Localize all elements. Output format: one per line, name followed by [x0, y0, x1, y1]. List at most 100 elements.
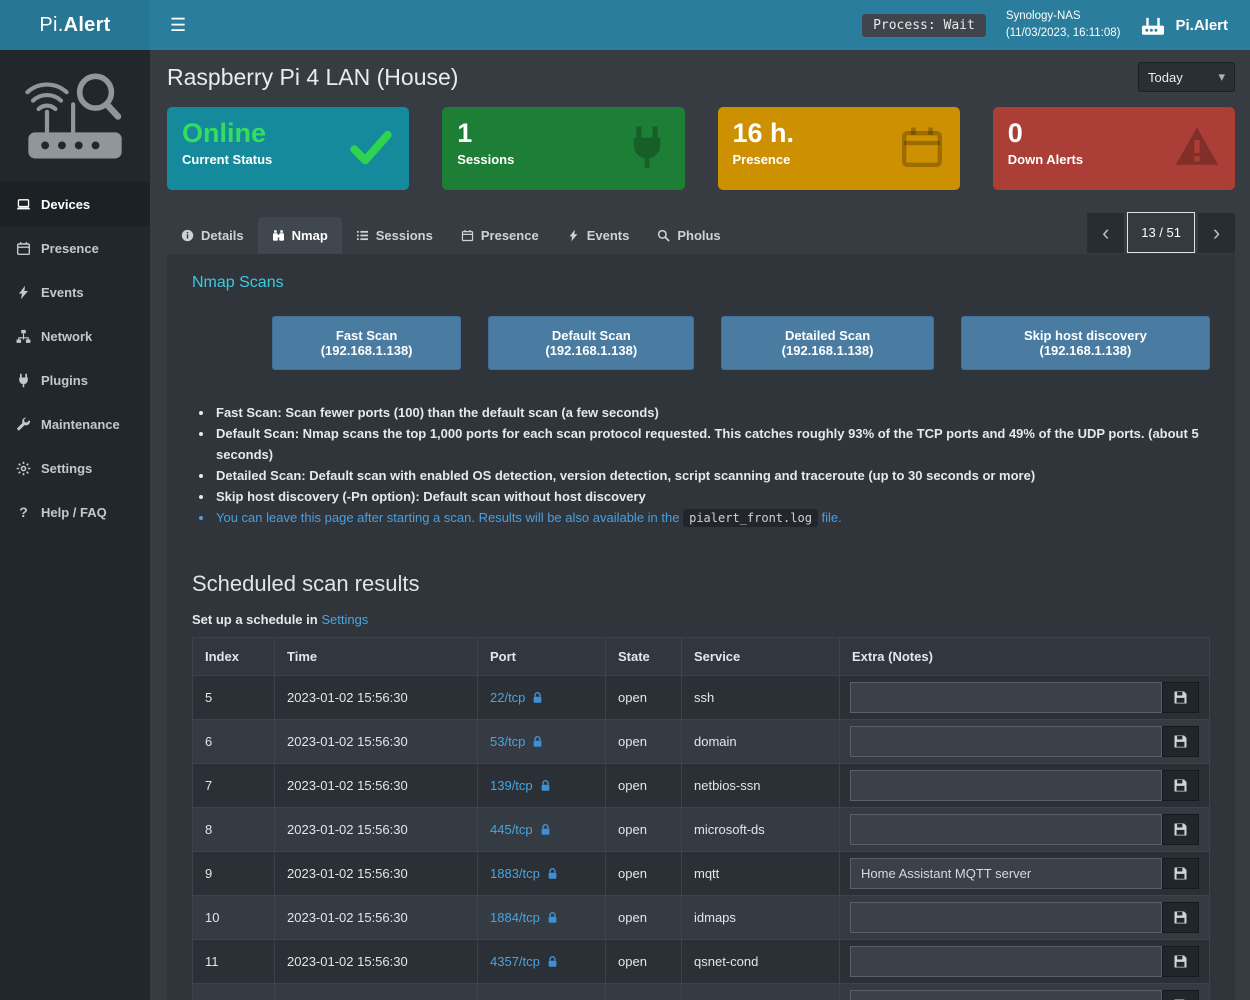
- tab-label: Pholus: [677, 228, 721, 243]
- current-status-card: Online Current Status: [167, 107, 410, 190]
- save-note-button[interactable]: [1162, 681, 1199, 713]
- default-scan-button[interactable]: Default Scan (192.168.1.138): [488, 316, 695, 370]
- port-link[interactable]: 53/tcp: [490, 733, 526, 749]
- cell-service: ssh: [681, 674, 840, 720]
- note-input[interactable]: [850, 725, 1162, 757]
- note-input[interactable]: [850, 769, 1162, 801]
- detailed-scan-button[interactable]: Detailed Scan (192.168.1.138): [721, 316, 934, 370]
- pialert-logo-icon: [1140, 12, 1166, 38]
- sidebar-item-label: Help / FAQ: [41, 504, 107, 520]
- cell-index: 8: [192, 806, 275, 852]
- note-input[interactable]: [850, 989, 1162, 1000]
- plug-icon: [624, 124, 670, 170]
- cell-index: 11: [192, 938, 275, 984]
- save-note-button[interactable]: [1162, 769, 1199, 801]
- sidebar-item-label: Maintenance: [41, 416, 120, 432]
- table-header-row: Index Time Port State Service Extra (Not…: [192, 636, 1210, 676]
- save-note-button[interactable]: [1162, 901, 1199, 933]
- tab-sessions[interactable]: Sessions: [342, 217, 447, 254]
- schedule-hint: Set up a schedule in Settings: [192, 612, 1210, 627]
- chevron-right-icon: ›: [1212, 219, 1221, 245]
- port-link[interactable]: 139/tcp: [490, 777, 533, 793]
- skip-host-discovery-button[interactable]: Skip host discovery (192.168.1.138): [960, 316, 1210, 370]
- tab-details[interactable]: Details: [167, 217, 258, 254]
- port-link[interactable]: 4384/tcp: [490, 998, 540, 1000]
- save-note-button[interactable]: [1162, 945, 1199, 977]
- note-input[interactable]: [850, 681, 1162, 713]
- note-input[interactable]: [850, 857, 1162, 889]
- skip-host-discovery-description: Skip host discovery (-Pn option): Defaul…: [214, 486, 1210, 507]
- save-note-button[interactable]: [1162, 813, 1199, 845]
- brand-logo[interactable]: Pi. Alert: [0, 0, 150, 50]
- device-tabs: Details Nmap Sessions Presence Events: [167, 217, 735, 254]
- sidebar-item-label: Devices: [41, 196, 91, 212]
- cell-service: netbios-ssn: [681, 762, 840, 808]
- sidebar-item-label: Settings: [41, 460, 93, 476]
- port-link[interactable]: 1883/tcp: [490, 865, 540, 881]
- lock-icon: [546, 955, 559, 968]
- chevron-left-icon: ‹: [1102, 219, 1110, 245]
- tab-nmap[interactable]: Nmap: [257, 217, 342, 254]
- sidebar-logo-wrap: [0, 50, 150, 182]
- sidebar-item-maintenance[interactable]: Maintenance: [0, 402, 150, 446]
- cell-time: 2023-01-02 15:56:30: [274, 894, 478, 940]
- port-link[interactable]: 4357/tcp: [490, 953, 540, 969]
- sidebar-item-devices[interactable]: Devices: [0, 182, 150, 226]
- presence-value: 16 h.: [732, 118, 795, 148]
- sidebar-item-presence[interactable]: Presence: [0, 226, 150, 270]
- save-note-button[interactable]: [1162, 857, 1199, 889]
- cell-note: [839, 938, 1210, 984]
- nas-info: Synology-NAS (11/03/2023, 16:11:08): [1006, 8, 1121, 43]
- tab-pholus[interactable]: Pholus: [643, 217, 734, 254]
- warning-icon: [1174, 124, 1220, 170]
- scan-buttons: Fast Scan (192.168.1.138) Default Scan (…: [272, 316, 1210, 370]
- next-device-button[interactable]: ›: [1198, 212, 1235, 253]
- port-link[interactable]: 1884/tcp: [490, 909, 540, 925]
- save-note-button[interactable]: [1162, 989, 1199, 1000]
- tab-label: Presence: [480, 228, 539, 243]
- status-label: Current Status: [182, 152, 273, 168]
- cell-state: open: [605, 938, 682, 984]
- sidebar: Devices Presence Events Network Plugins …: [0, 50, 150, 1000]
- sidebar-nav: Devices Presence Events Network Plugins …: [0, 182, 150, 534]
- fast-scan-button[interactable]: Fast Scan (192.168.1.138): [272, 316, 462, 370]
- port-link[interactable]: 22/tcp: [490, 689, 526, 705]
- gear-icon: [16, 461, 31, 476]
- note-input[interactable]: [850, 813, 1162, 845]
- presence-label: Presence: [732, 152, 791, 168]
- binoculars-icon: [272, 229, 285, 242]
- tab-events[interactable]: Events: [553, 217, 644, 254]
- cell-state: open: [605, 894, 682, 940]
- port-link[interactable]: 445/tcp: [490, 821, 533, 837]
- sidebar-item-settings[interactable]: Settings: [0, 446, 150, 490]
- sidebar-item-plugins[interactable]: Plugins: [0, 358, 150, 402]
- brand-suffix: Alert: [63, 13, 111, 36]
- cell-time: 2023-01-02 15:56:30: [274, 674, 478, 720]
- prev-device-button[interactable]: ‹: [1087, 212, 1125, 253]
- sidebar-item-help[interactable]: ? Help / FAQ: [0, 490, 150, 534]
- note-input[interactable]: [850, 901, 1162, 933]
- sidebar-item-label: Plugins: [41, 372, 88, 388]
- sidebar-item-events[interactable]: Events: [0, 270, 150, 314]
- menu-toggle-button[interactable]: ☰: [170, 15, 187, 35]
- period-select[interactable]: Today ▾: [1138, 62, 1235, 92]
- status-cards: Online Current Status 1 Sessions 16 h. P…: [167, 107, 1235, 190]
- lock-icon: [531, 735, 544, 748]
- cell-time: 2023-01-02 15:56:30: [274, 806, 478, 852]
- sidebar-item-network[interactable]: Network: [0, 314, 150, 358]
- table-row: 12 2023-01-02 15:56:30 4384/tcp open unk…: [192, 982, 1210, 1000]
- save-note-button[interactable]: [1162, 725, 1199, 757]
- lock-icon: [546, 911, 559, 924]
- user-menu[interactable]: Pi.Alert: [1140, 12, 1228, 38]
- detailed-scan-description: Detailed Scan: Default scan with enabled…: [214, 465, 1210, 486]
- table-row: 6 2023-01-02 15:56:30 53/tcp open domain: [192, 718, 1210, 764]
- lock-icon: [539, 779, 552, 792]
- cell-index: 9: [192, 850, 275, 896]
- tab-presence[interactable]: Presence: [447, 217, 553, 254]
- scan-note: You can leave this page after starting a…: [214, 507, 1210, 528]
- note-input[interactable]: [850, 945, 1162, 977]
- log-filename: pialert_front.log: [683, 509, 818, 528]
- scheduled-results-heading: Scheduled scan results: [192, 570, 420, 596]
- bolt-icon: [567, 229, 580, 242]
- settings-link[interactable]: Settings: [321, 611, 369, 627]
